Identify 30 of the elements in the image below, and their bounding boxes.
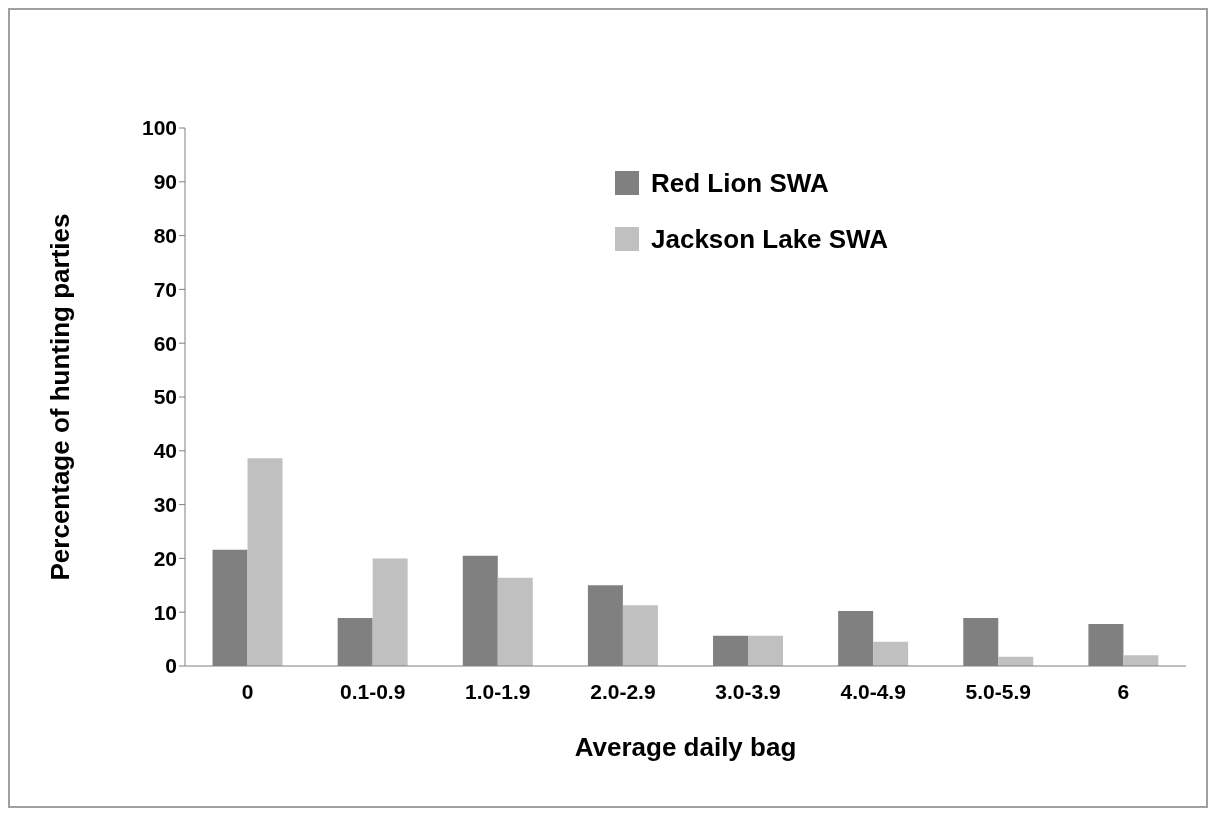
bar [372, 558, 408, 666]
y-axis-title: Percentage of hunting parties [45, 213, 76, 581]
bar [748, 635, 784, 666]
y-tick-label: 30 [153, 493, 177, 517]
bar [497, 577, 533, 666]
x-tick-label: 3.0-3.9 [715, 679, 781, 703]
x-tick-label: 0 [241, 679, 254, 703]
bar [873, 641, 909, 666]
y-tick-label: 40 [153, 439, 177, 463]
y-tick-label: 60 [153, 331, 177, 355]
y-tick-label: 0 [165, 654, 177, 678]
legend-label: Red Lion SWA [651, 167, 829, 199]
x-tick-label: 2.0-2.9 [590, 679, 656, 703]
y-tick-label: 20 [153, 546, 177, 570]
bar [247, 458, 283, 666]
y-tick-label: 100 [141, 116, 177, 140]
y-tick-label: 70 [153, 277, 177, 301]
x-tick-label: 6 [1117, 679, 1130, 703]
x-axis-title: Average daily bag [574, 732, 797, 762]
x-tick-label: 0.1-0.9 [339, 679, 406, 703]
bar [1123, 655, 1159, 666]
y-tick-label: 10 [153, 600, 177, 624]
x-tick-label: 1.0-1.9 [465, 679, 531, 703]
legend-label: Jackson Lake SWA [651, 223, 888, 255]
y-tick-label: 90 [153, 170, 177, 194]
bar [622, 605, 658, 666]
y-tick-label: 50 [153, 385, 177, 409]
x-tick-label: 4.0-4.9 [840, 679, 906, 703]
y-tick-label: 80 [153, 224, 177, 248]
x-tick-label: 5.0-5.9 [965, 679, 1032, 703]
